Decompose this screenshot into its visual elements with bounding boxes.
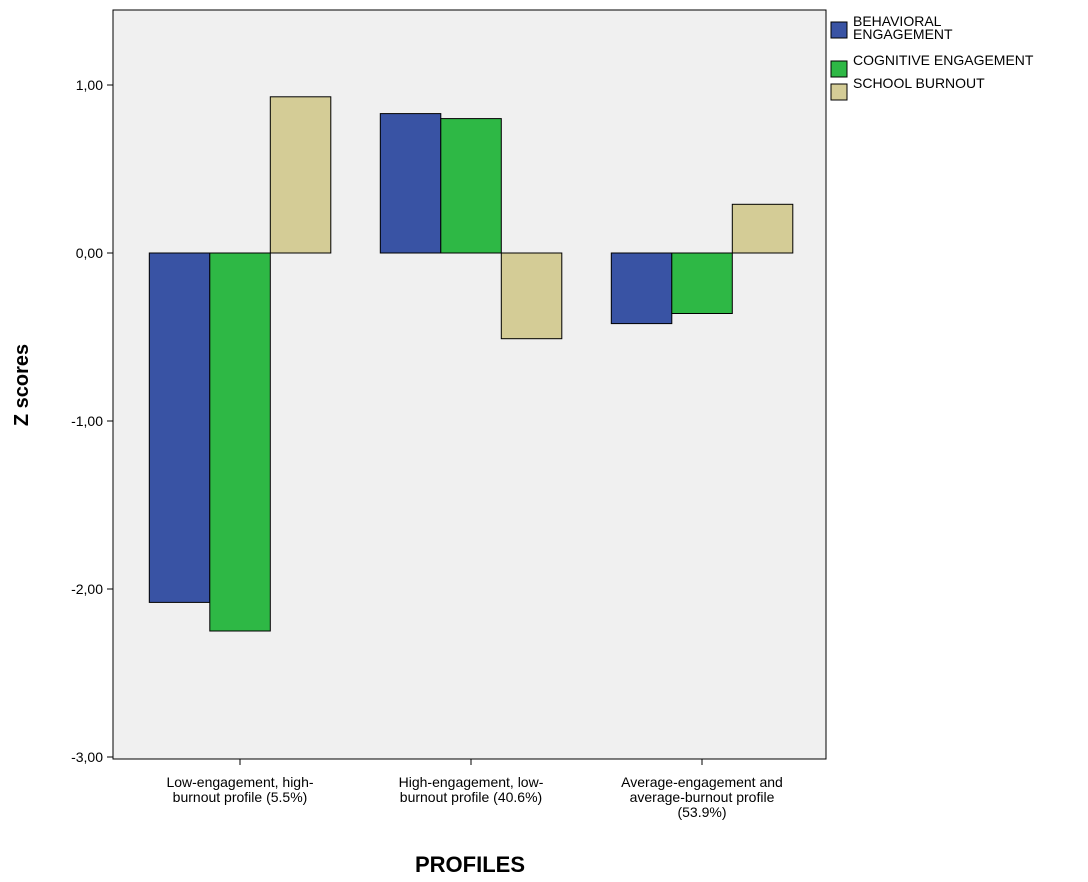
bar: [440, 118, 502, 254]
legend-label: BEHAVIORAL ENGAGEMENT: [853, 13, 953, 42]
y-tick-label: 1,00: [76, 77, 103, 93]
y-axis: 1,00 0,00 -1,00 -2,00 -3,00: [71, 77, 113, 765]
legend-swatch: [830, 60, 848, 78]
y-tick-label: -1,00: [71, 413, 103, 429]
legend-label: SCHOOL BURNOUT: [853, 75, 985, 91]
bar: [379, 113, 442, 254]
x-axis: Low-engagement, high-burnout profile (5.…: [166, 759, 783, 820]
bar: [671, 252, 733, 314]
x-tick-label: High-engagement, low-burnout profile (40…: [399, 774, 544, 805]
legend-label: COGNITIVE ENGAGEMENT: [853, 52, 1034, 68]
y-axis-title: Z scores: [11, 344, 33, 426]
bar: [209, 252, 271, 632]
legend-swatch: [830, 83, 848, 101]
legend-swatch: [830, 21, 848, 39]
bar: [269, 96, 332, 254]
bar: [500, 252, 563, 340]
legend: BEHAVIORAL ENGAGEMENT COGNITIVE ENGAGEMENT…: [830, 13, 1034, 101]
y-tick-label: 0,00: [76, 245, 103, 261]
x-tick-label: Average-engagement and average-burnout pr…: [621, 774, 783, 820]
bar: [610, 252, 673, 325]
y-tick-label: -2,00: [71, 581, 103, 597]
x-tick-label: Low-engagement, high-burnout profile (5.…: [166, 774, 313, 805]
bars: [148, 96, 794, 632]
bar: [148, 252, 211, 603]
bar: [731, 203, 794, 254]
x-axis-title: PROFILES: [415, 852, 525, 877]
y-tick-label: -3,00: [71, 749, 103, 765]
